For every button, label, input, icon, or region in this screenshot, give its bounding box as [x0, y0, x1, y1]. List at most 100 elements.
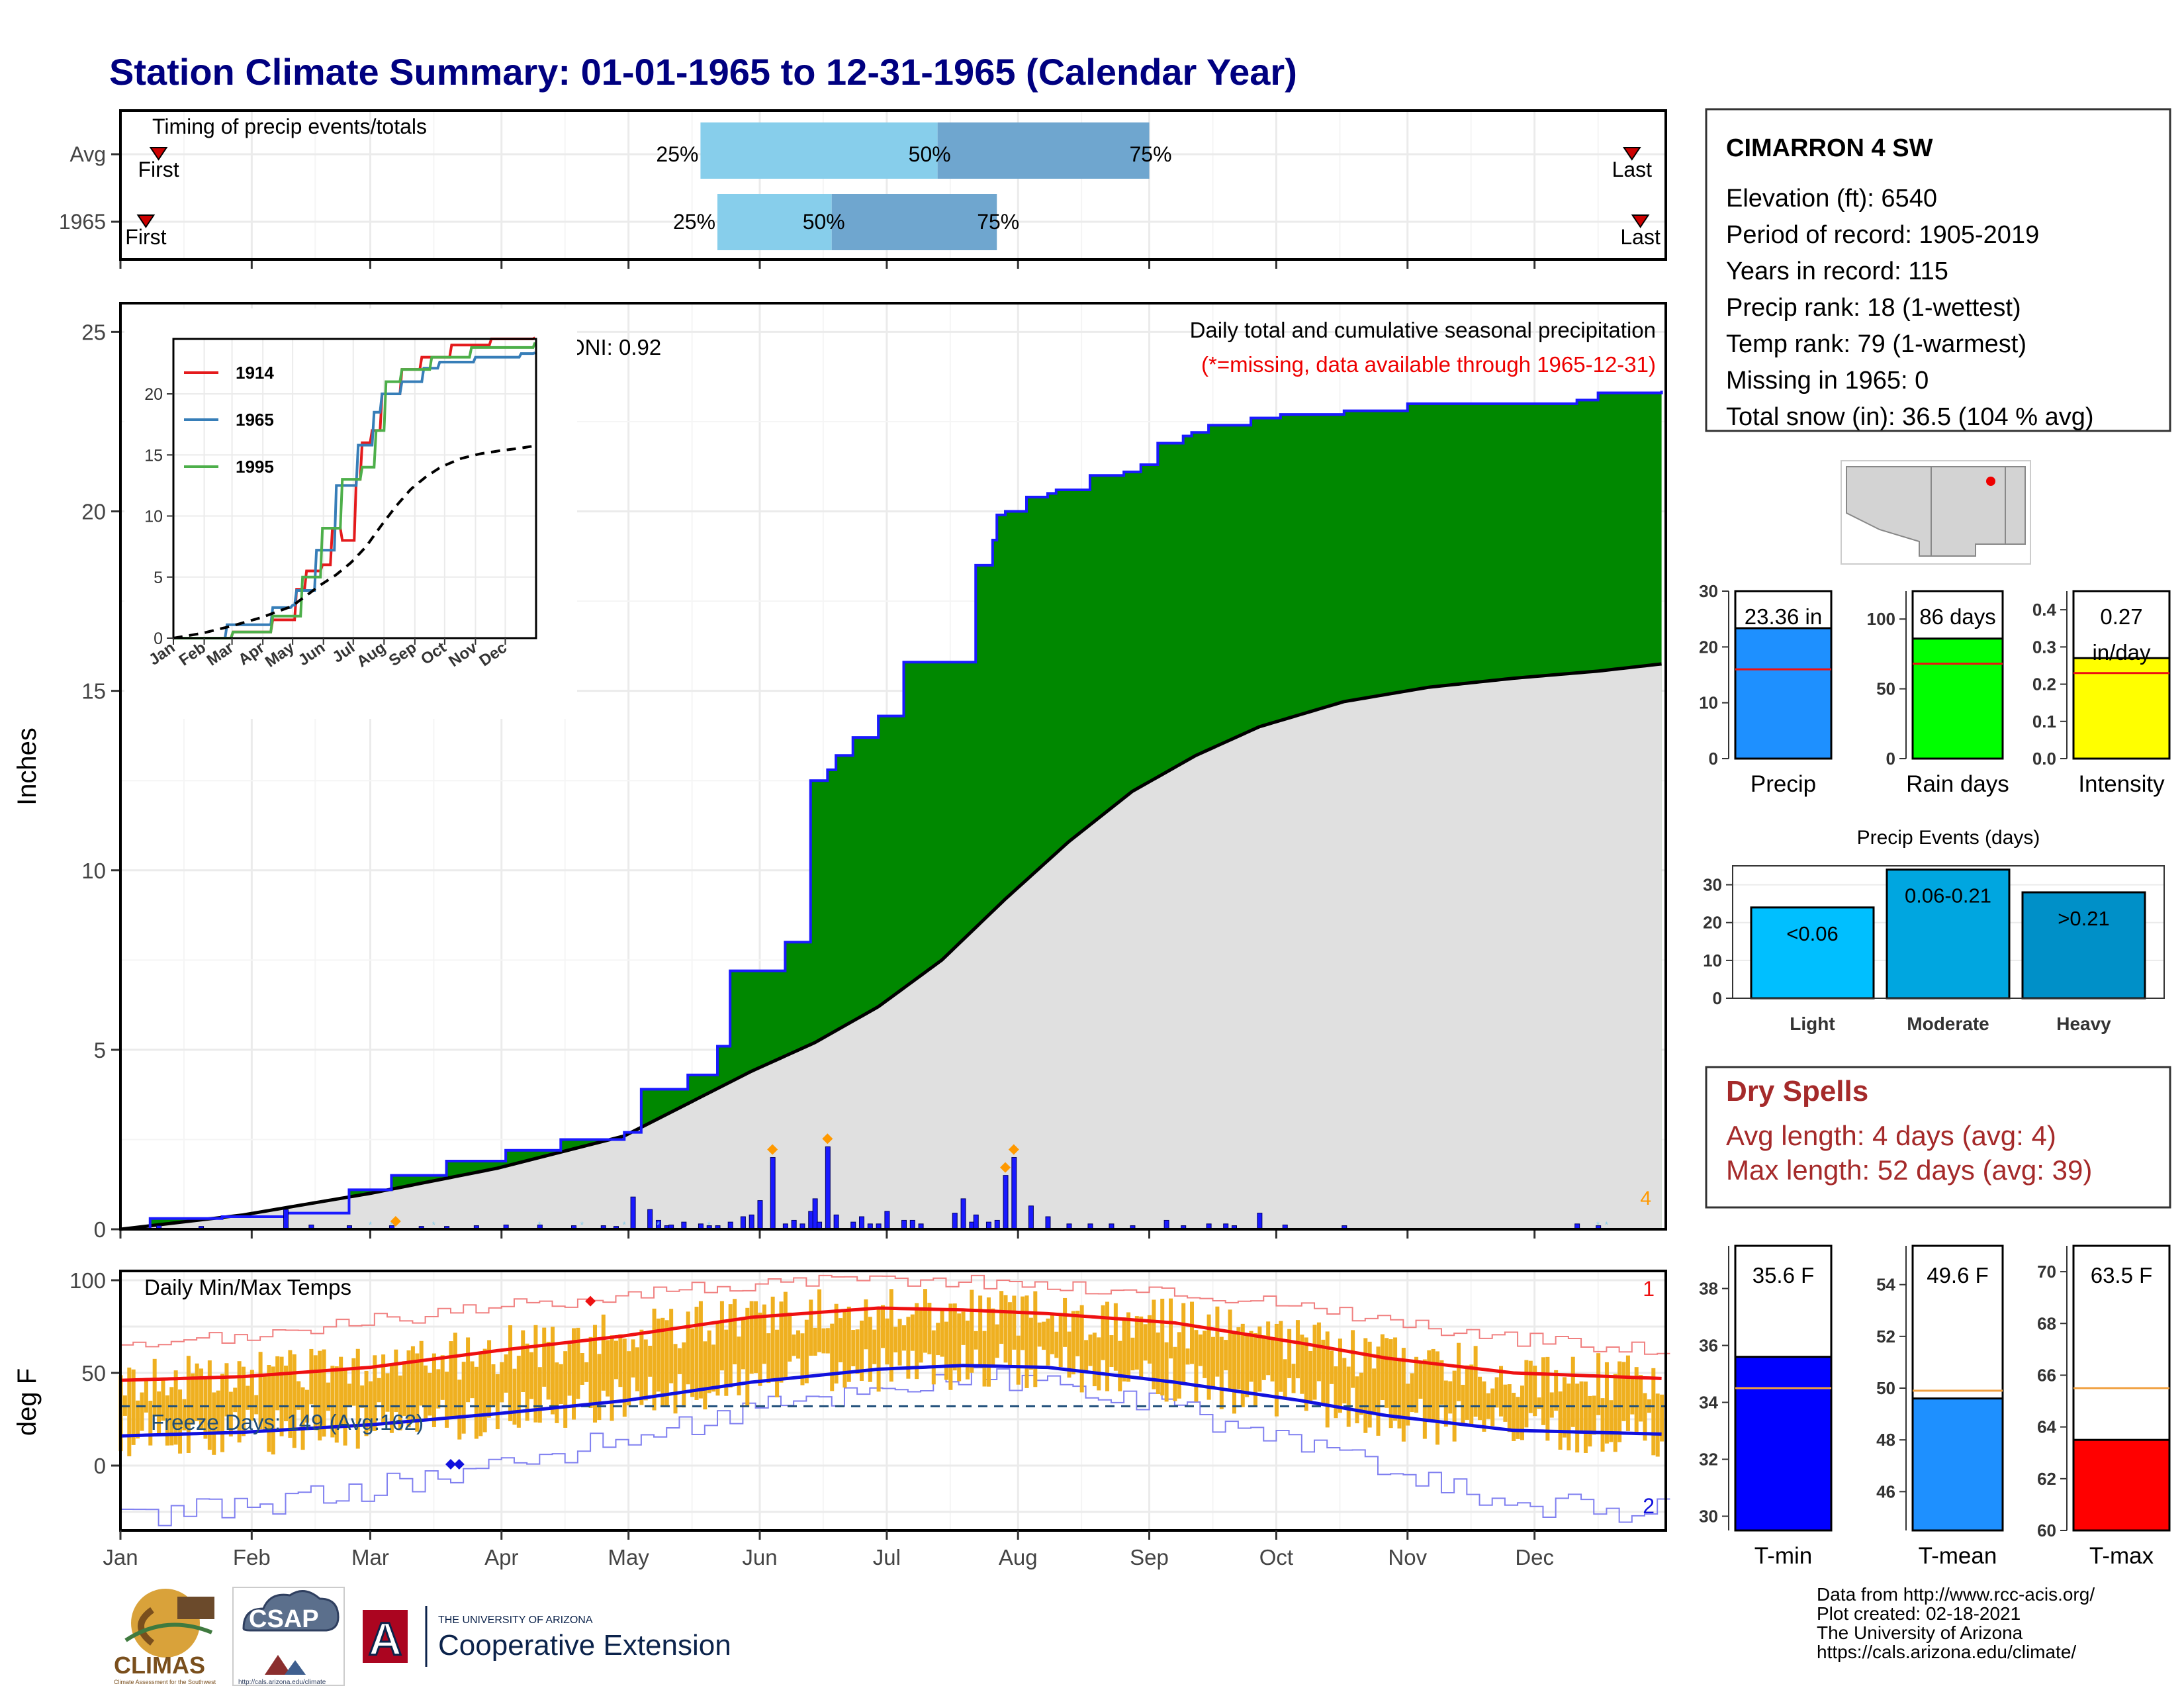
daily-temp-bar — [715, 1322, 720, 1396]
summary-bar — [1911, 1397, 2004, 1532]
daily-temp-bar — [1579, 1381, 1584, 1432]
daily-temp-bar — [1203, 1331, 1207, 1378]
daily-temp-bar — [381, 1354, 386, 1425]
daily-temp-bar — [1194, 1330, 1199, 1402]
daily-temp-bar — [377, 1378, 381, 1403]
daily-temp-bar — [533, 1325, 538, 1423]
daily-temp-bar — [157, 1391, 161, 1434]
daily-temp-bar — [233, 1387, 238, 1413]
daily-precip-bar — [1257, 1213, 1263, 1230]
daily-temp-bar — [868, 1317, 872, 1382]
daily-temp-bar — [931, 1330, 936, 1385]
daily-temp-bar — [1613, 1374, 1617, 1452]
page-title: Station Climate Summary: 01-01-1965 to 1… — [109, 51, 1297, 93]
daily-temp-bar — [923, 1289, 927, 1353]
daily-temp-bar — [1385, 1338, 1389, 1408]
daily-temp-bar — [915, 1303, 919, 1380]
events-frame — [1732, 865, 2165, 999]
month-label: Sep — [1130, 1545, 1169, 1570]
extreme-precip-marker — [767, 1144, 778, 1155]
summary-bar-tick-label: 70 — [2037, 1262, 2056, 1282]
summary-bar-tick-label: 0.2 — [2032, 675, 2056, 694]
daily-temp-bar — [995, 1324, 999, 1358]
summary-bar-tick-label: 30 — [1699, 581, 1718, 601]
inset-line-1995 — [173, 342, 537, 639]
daily-temp-bar — [1583, 1382, 1588, 1453]
daily-temp-bar — [347, 1383, 351, 1407]
daily-temp-bar — [1257, 1326, 1262, 1392]
daily-temp-bar — [1118, 1340, 1122, 1391]
snow-marker: * — [580, 1219, 584, 1230]
daily-temp-bar — [1236, 1327, 1241, 1389]
summary-bar-tick-label: 66 — [2037, 1365, 2056, 1385]
precip-panel-title: Daily total and cumulative seasonal prec… — [1190, 318, 1656, 342]
daily-temp-bar — [165, 1395, 169, 1446]
daily-temp-bar — [1113, 1303, 1118, 1371]
daily-temp-bar — [182, 1399, 187, 1430]
daily-temp-bar — [1092, 1333, 1097, 1387]
summary-bar-tick-label: 52 — [1876, 1327, 1895, 1346]
daily-temp-bar — [851, 1330, 856, 1366]
daily-temp-bar — [1139, 1316, 1144, 1378]
inset-legend-label: 1965 — [236, 410, 274, 430]
daily-temp-bar — [762, 1304, 766, 1364]
daily-temp-bar — [1330, 1350, 1334, 1384]
daily-temp-bar — [224, 1363, 229, 1417]
daily-temp-bar — [152, 1358, 157, 1417]
summary-bar — [1734, 1356, 1833, 1532]
daily-temp-bar — [1130, 1337, 1135, 1371]
snow-marker: * — [432, 1219, 436, 1230]
daily-temp-bar — [440, 1355, 445, 1400]
station-info-box: CIMARRON 4 SW Elevation (ft): 6540 Perio… — [1705, 108, 2171, 432]
month-label: Jul — [873, 1545, 901, 1570]
daily-temp-bar — [296, 1381, 301, 1410]
snow-marker: * — [1605, 1219, 1609, 1230]
daily-temp-bar — [1346, 1366, 1351, 1427]
daily-temp-bar — [686, 1311, 690, 1385]
daily-temp-bar — [944, 1321, 948, 1380]
daily-temp-bar — [800, 1333, 805, 1385]
summary-bar-value-label: 23.36 in — [1745, 604, 1822, 629]
daily-temp-bar — [770, 1296, 775, 1382]
daily-temp-bar — [982, 1331, 987, 1387]
daily-temp-bar — [792, 1335, 796, 1356]
timing-q2-bar — [937, 122, 1150, 179]
daily-temp-bar — [821, 1328, 826, 1354]
daily-temp-bar — [1148, 1315, 1152, 1364]
daily-temp-bar — [1028, 1317, 1033, 1370]
daily-temp-bar — [825, 1328, 830, 1354]
daily-temp-bar — [279, 1356, 284, 1436]
daily-temp-bar — [542, 1327, 547, 1387]
daily-temp-bar — [1253, 1333, 1257, 1407]
daily-temp-bar — [834, 1303, 839, 1383]
daily-temp-bar — [512, 1368, 517, 1425]
timing-row-label-year: 1965 — [59, 210, 106, 234]
daily-temp-bar — [1397, 1360, 1402, 1429]
daily-temp-bar — [1448, 1381, 1453, 1414]
timing-p75-label: 75% — [977, 210, 1019, 234]
summary-bar-value-label: 35.6 F — [1752, 1263, 1815, 1288]
summary-bar-chart-rain-days: 86 days 0 50 100 Rain days — [1867, 590, 2009, 797]
daily-temp-bar — [1219, 1336, 1224, 1409]
daily-temp-bar — [368, 1381, 373, 1431]
summary-bar-tick-label: 100 — [1867, 609, 1895, 629]
daily-temp-bar — [419, 1340, 424, 1406]
daily-temp-bar — [1279, 1321, 1283, 1392]
daily-temp-bar — [711, 1344, 716, 1392]
daily-temp-bar — [491, 1364, 496, 1407]
month-label: May — [608, 1545, 649, 1570]
daily-temp-bar — [1042, 1321, 1046, 1350]
daily-temp-bar — [453, 1333, 457, 1417]
daily-temp-bar — [901, 1325, 906, 1351]
precip-ytick-label: 20 — [81, 500, 106, 524]
csap-subtext: http://cals.arizona.edu/climate — [238, 1679, 326, 1686]
dry-spells-max: Max length: 52 days (avg: 39) — [1726, 1154, 2092, 1186]
daily-temp-bar — [1503, 1384, 1508, 1422]
climas-logo: CLIMAS Climate Assessment for the Southw… — [114, 1589, 216, 1685]
daily-temp-bar — [1232, 1333, 1236, 1414]
summary-bar-tick-label: 0.3 — [2032, 637, 2056, 657]
inset-ytick-label: 5 — [154, 569, 163, 587]
daily-temp-bar — [970, 1289, 974, 1373]
daily-temp-bar — [1007, 1302, 1012, 1368]
daily-temp-bar — [999, 1291, 1004, 1344]
